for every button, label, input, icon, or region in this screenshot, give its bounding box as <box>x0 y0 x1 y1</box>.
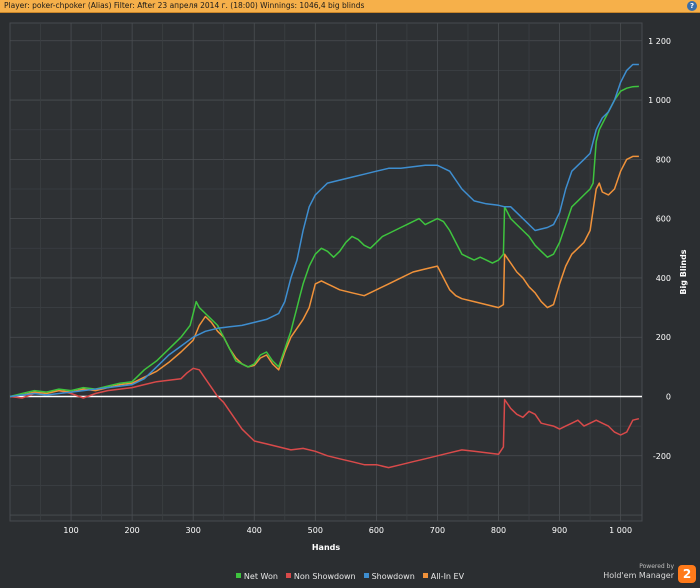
x-tick-label: 900 <box>552 526 567 535</box>
legend-swatch <box>363 573 369 578</box>
y-tick-label: 800 <box>656 155 671 164</box>
series-line-net-won <box>9 85 639 398</box>
legend-label: Non Showdown <box>293 572 356 581</box>
plot-area <box>9 22 643 522</box>
x-tick-label: 600 <box>369 526 384 535</box>
series-line-non-showdown <box>9 367 640 469</box>
brand-block: Powered by Hold'em Manager 2 <box>586 563 696 585</box>
x-tick-label: 500 <box>308 526 323 535</box>
legend-label: Showdown <box>371 572 415 581</box>
legend-item-showdown[interactable]: Showdown <box>363 572 415 581</box>
graph-title: Player: poker-chpoker (Alias) Filter: Af… <box>4 1 365 10</box>
y-tick-label: -200 <box>653 452 671 461</box>
y-axis-ticks: -200 0 200 400 600 800 1 000 1 200 <box>648 37 671 461</box>
y-tick-label: 400 <box>656 274 671 283</box>
chart-series <box>9 63 640 469</box>
legend-swatch <box>235 573 241 578</box>
legend-label: Net Won <box>243 572 278 581</box>
title-bar: Player: poker-chpoker (Alias) Filter: Af… <box>0 0 700 13</box>
y-axis-label: Big Blinds <box>679 249 688 294</box>
x-tick-label: 300 <box>186 526 201 535</box>
x-tick-label: 400 <box>247 526 262 535</box>
legend-item-non-showdown[interactable]: Non Showdown <box>285 572 356 581</box>
y-tick-label: 1 000 <box>648 96 671 105</box>
help-button[interactable]: ? <box>687 1 697 11</box>
legend-swatch <box>285 573 291 578</box>
powered-by-text: Powered by <box>639 563 674 570</box>
x-axis-label: Hands <box>312 543 341 552</box>
x-tick-label: 100 <box>63 526 78 535</box>
brand-name: Hold'em Manager <box>603 571 674 580</box>
x-tick-label: 700 <box>430 526 445 535</box>
x-tick-label: 800 <box>491 526 506 535</box>
series-line-all-in-ev <box>9 155 639 398</box>
y-tick-label: 0 <box>666 393 671 402</box>
legend-item-net-won[interactable]: Net Won <box>235 572 278 581</box>
chart-grid <box>9 22 643 522</box>
y-tick-label: 600 <box>656 215 671 224</box>
hm2-logo-icon: 2 <box>678 565 696 583</box>
series-line-showdown <box>9 63 639 398</box>
x-tick-label: 200 <box>124 526 139 535</box>
legend-swatch <box>422 573 428 578</box>
y-tick-label: 200 <box>656 333 671 342</box>
legend-label: All-In EV <box>430 572 465 581</box>
legend-item-all-in-ev[interactable]: All-In EV <box>422 572 465 581</box>
x-axis-ticks: 100 200 300 400 500 600 700 800 900 1 000 <box>63 526 632 535</box>
winnings-chart: -200 0 200 400 600 800 1 000 1 200 100 200 300 400… <box>9 22 688 552</box>
y-tick-label: 1 200 <box>648 37 671 46</box>
chart-legend: Net Won Non Showdown Showdown All-In EV <box>0 572 700 584</box>
x-tick-label: 1 000 <box>609 526 632 535</box>
